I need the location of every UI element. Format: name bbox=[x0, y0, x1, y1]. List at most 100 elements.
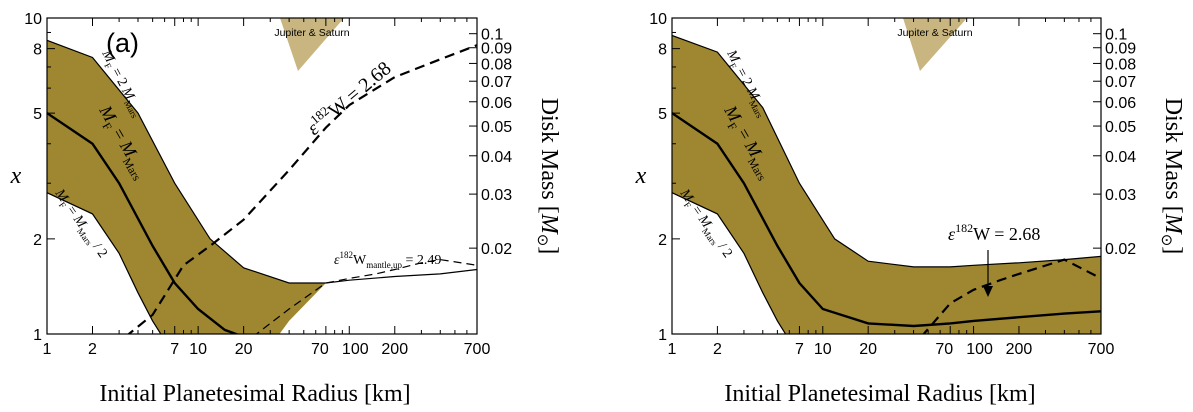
series-line-1 bbox=[672, 34, 1101, 268]
annot-eps: ε bbox=[334, 253, 340, 268]
right-y-tick-label: 0.09 bbox=[481, 41, 512, 58]
y-axis-label-left: x bbox=[635, 163, 647, 189]
x-tick-label: 7 bbox=[170, 341, 179, 358]
right-y-tick-label: 0.05 bbox=[1105, 119, 1136, 136]
y-axis-label-right: Disk Mass [M⊙] bbox=[1158, 98, 1186, 255]
right-label-close: ] bbox=[1160, 246, 1186, 254]
jupiter-saturn-label: Jupiter & Saturn bbox=[274, 27, 349, 39]
y-axis-label-right: Disk Mass [M⊙] bbox=[534, 98, 562, 255]
right-y-tick-label: 0.05 bbox=[481, 119, 512, 136]
plot-area bbox=[672, 34, 1101, 334]
y-tick-label: 1 bbox=[658, 327, 667, 344]
x-tick-label: 70 bbox=[935, 341, 953, 358]
x-tick-label: 20 bbox=[859, 341, 877, 358]
x-tick-label: 700 bbox=[464, 341, 491, 358]
annot-eq: = bbox=[61, 200, 82, 221]
series-line-2 bbox=[47, 112, 240, 334]
plot-area bbox=[47, 39, 477, 334]
y-tick-label: 2 bbox=[33, 232, 42, 249]
annot-sub: F bbox=[727, 61, 738, 70]
right-y-tick-label: 0.06 bbox=[481, 95, 512, 112]
annot-sup: 182 bbox=[340, 250, 354, 260]
annot-eq: = 2.49 bbox=[402, 253, 441, 268]
right-y-tick-label: 0.06 bbox=[1105, 95, 1136, 112]
annot-sub: F bbox=[57, 200, 68, 210]
x-tick-label: 200 bbox=[1006, 341, 1033, 358]
annot-eq: = bbox=[686, 200, 707, 221]
x-tick-label: 200 bbox=[381, 341, 408, 358]
y-tick-label: 10 bbox=[24, 11, 42, 28]
label-epsilon-2-68: ε182W = 2.68 bbox=[948, 221, 1040, 244]
annot-eps: ε bbox=[948, 224, 956, 244]
right-y-tick-label: 0.07 bbox=[481, 74, 512, 91]
x-tick-label: 100 bbox=[966, 341, 993, 358]
y-tick-label: 8 bbox=[658, 42, 667, 59]
right-y-tick-label: 0.1 bbox=[1105, 27, 1127, 44]
series-line-1 bbox=[47, 39, 477, 284]
x-axis-label: Initial Planetesimal Radius [km] bbox=[724, 381, 1035, 407]
x-tick-label: 20 bbox=[235, 341, 253, 358]
right-label-sun: ⊙ bbox=[534, 234, 550, 247]
right-label-sun: ⊙ bbox=[1158, 234, 1174, 247]
label-epsilon-2-68: ε182W = 2.68 bbox=[301, 55, 395, 140]
shaded-band bbox=[47, 40, 477, 334]
right-y-tick-label: 0.02 bbox=[481, 241, 512, 258]
y-tick-label: 10 bbox=[649, 11, 667, 28]
panel-label: (a) bbox=[106, 28, 139, 58]
y-tick-label: 8 bbox=[33, 42, 42, 59]
annot-sub: F bbox=[102, 61, 113, 70]
chart-panel-1: Jupiter & Saturn 1 2 7 10 20 70 100 200 700 1 2 5 8 10… bbox=[10, 11, 562, 407]
y-tick-label: 5 bbox=[658, 106, 667, 123]
annot-eq: W = 2.68 bbox=[973, 224, 1040, 244]
series-line-5 bbox=[255, 258, 477, 334]
right-label-m: M bbox=[536, 213, 562, 236]
right-label-m: M bbox=[1160, 213, 1186, 236]
right-y-tick-label: 0.04 bbox=[481, 149, 512, 166]
x-tick-label: 1 bbox=[43, 341, 52, 358]
y-tick-label: 2 bbox=[658, 232, 667, 249]
annot-sub: F bbox=[682, 200, 693, 210]
right-label-text: Disk Mass [ bbox=[1160, 98, 1186, 214]
x-tick-label: 700 bbox=[1088, 341, 1115, 358]
axes-frame bbox=[46, 17, 478, 335]
x-tick-label: 1 bbox=[668, 341, 677, 358]
right-y-tick-label: 0.03 bbox=[481, 187, 512, 204]
chart-panel-2: Jupiter & Saturn 1 2 7 10 20 70 100 200 700 1 2 5 8 10… bbox=[635, 11, 1186, 407]
jupiter-saturn-label: Jupiter & Saturn bbox=[897, 27, 972, 39]
y-axis-label-left: x bbox=[10, 163, 22, 189]
y-tick-label: 5 bbox=[33, 106, 42, 123]
right-y-tick-label: 0.02 bbox=[1105, 241, 1136, 258]
x-tick-label: 10 bbox=[814, 341, 832, 358]
x-tick-label: 2 bbox=[88, 341, 97, 358]
annot-w: W bbox=[353, 253, 367, 268]
series-line-3 bbox=[47, 192, 162, 334]
x-tick-label: 70 bbox=[311, 341, 329, 358]
label-mf-half-mars: MF = MMars / 2 bbox=[50, 186, 110, 262]
right-y-tick-label: 0.07 bbox=[1105, 74, 1136, 91]
annot-sup: 182 bbox=[955, 221, 973, 235]
x-tick-label: 10 bbox=[189, 341, 207, 358]
series-line-4 bbox=[127, 44, 477, 334]
series-line-2 bbox=[672, 112, 1101, 328]
annot-sub: mantle,up bbox=[366, 260, 402, 270]
jupiter-saturn-marker bbox=[903, 18, 967, 71]
annot-eq: W = 2.68 bbox=[324, 57, 395, 122]
y-tick-label: 1 bbox=[33, 327, 42, 344]
jupiter-saturn-marker bbox=[280, 18, 344, 71]
right-y-tick-label: 0.1 bbox=[481, 27, 503, 44]
x-tick-label: 7 bbox=[795, 341, 804, 358]
right-label-close: ] bbox=[536, 246, 562, 254]
x-tick-label: 2 bbox=[713, 341, 722, 358]
series-line-3 bbox=[672, 192, 787, 334]
shaded-band bbox=[672, 35, 1101, 334]
series-line-4 bbox=[922, 258, 1101, 334]
right-y-tick-label: 0.08 bbox=[1105, 56, 1136, 73]
label-epsilon-mantle: ε182Wmantle,up = 2.49 bbox=[334, 250, 441, 270]
axes-frame bbox=[671, 17, 1102, 335]
right-label-text: Disk Mass [ bbox=[536, 98, 562, 214]
right-y-tick-label: 0.08 bbox=[481, 56, 512, 73]
x-tick-label: 100 bbox=[342, 341, 369, 358]
right-y-tick-label: 0.03 bbox=[1105, 187, 1136, 204]
annotation-arrow-head bbox=[983, 286, 993, 297]
